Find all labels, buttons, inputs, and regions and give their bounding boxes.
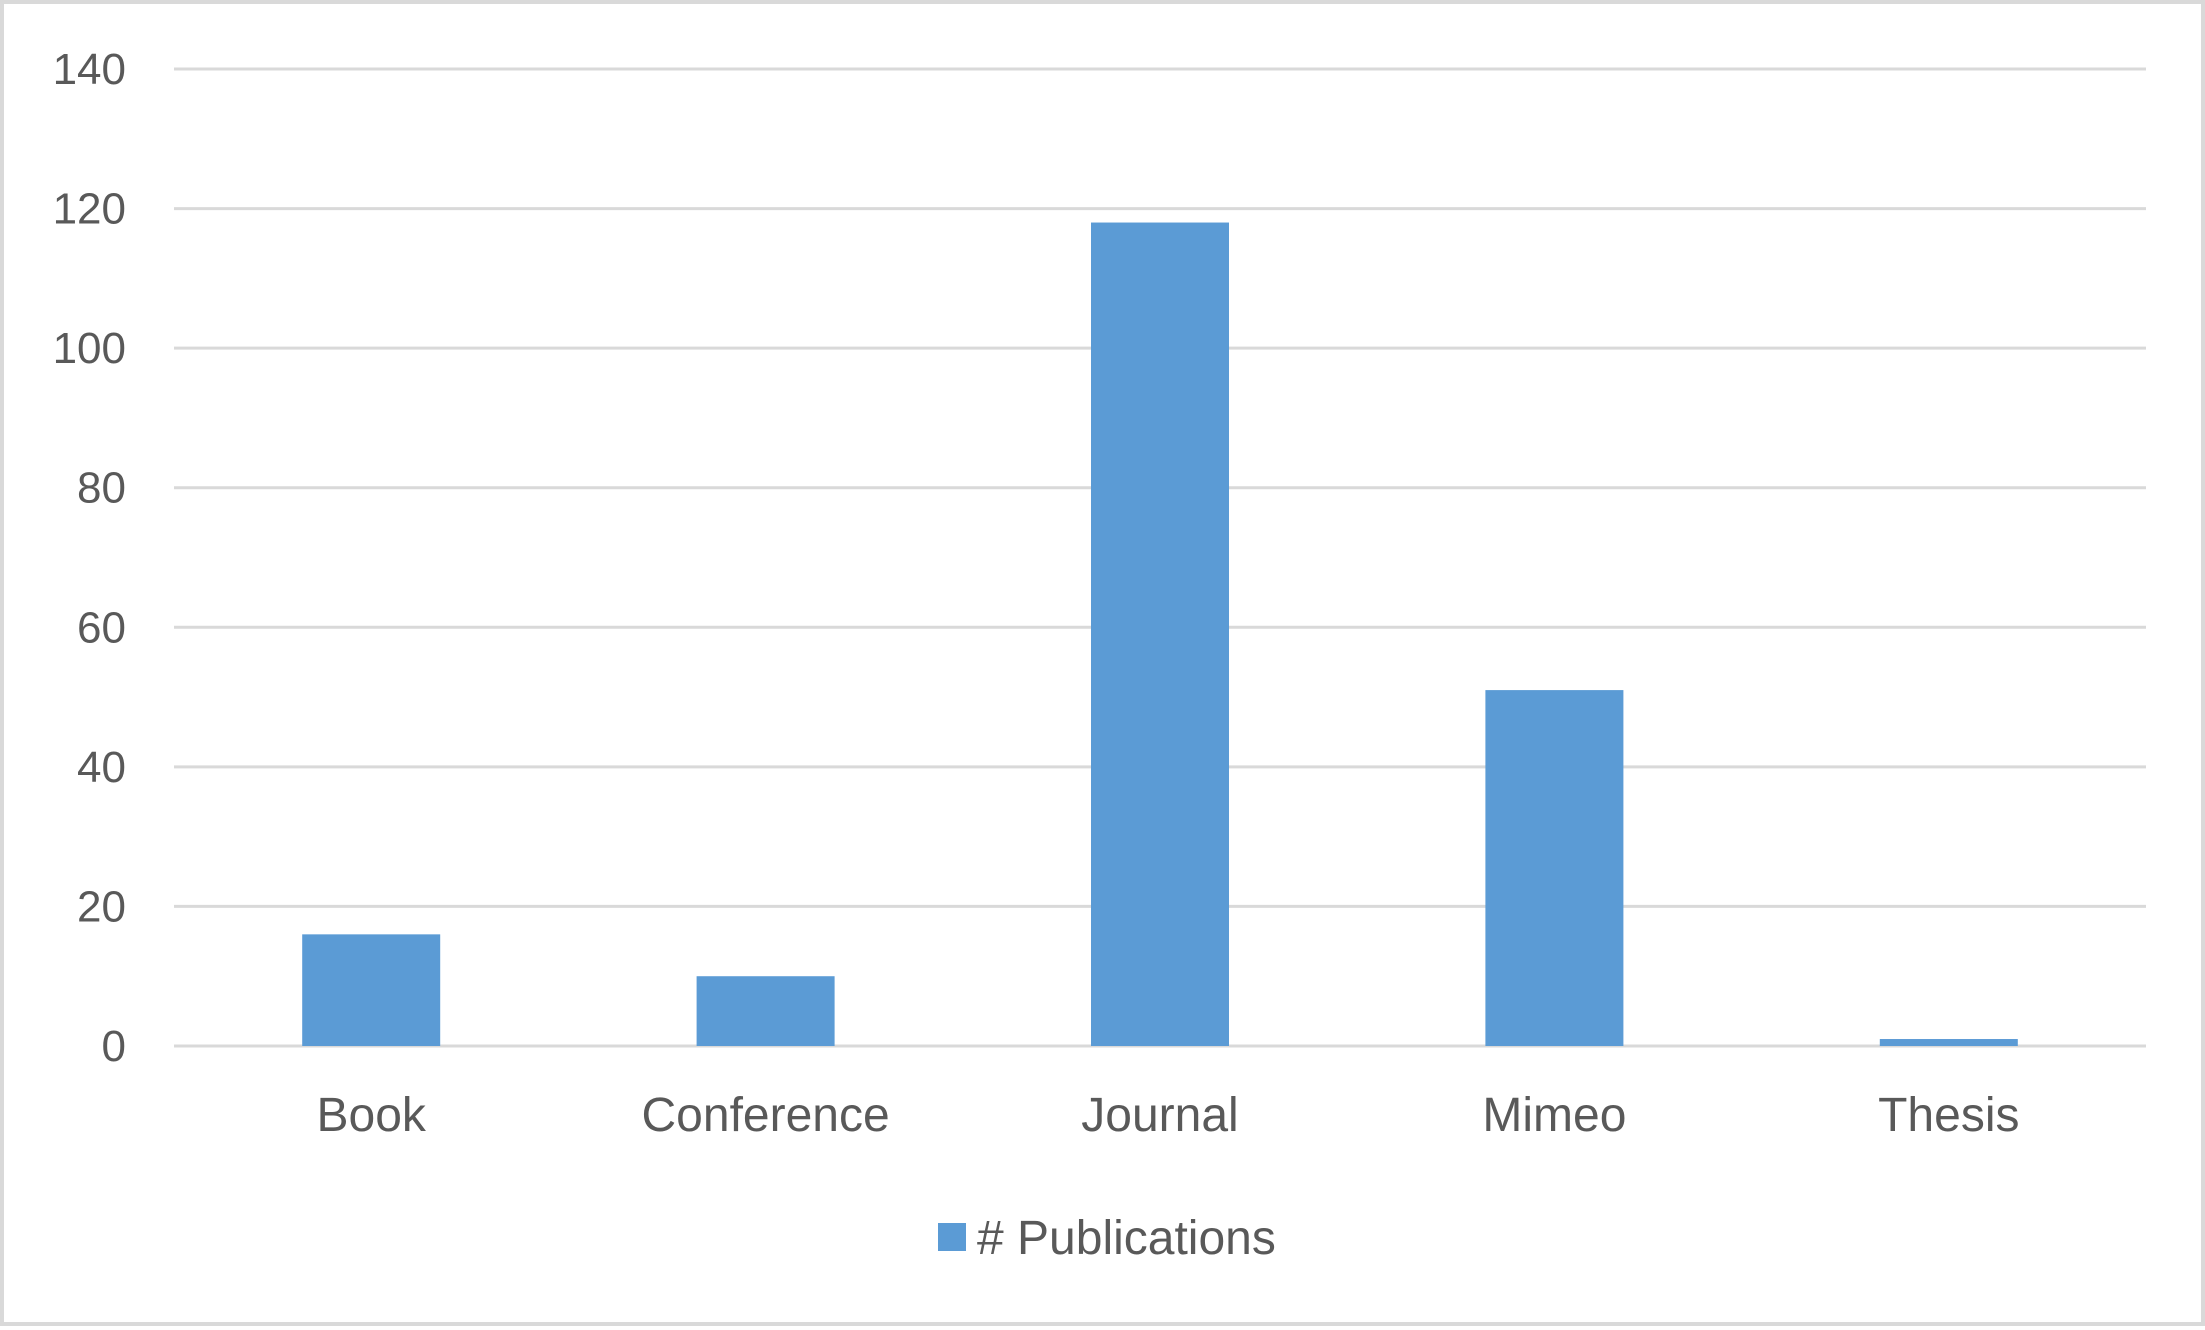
x-tick-label: Conference: [642, 1089, 890, 1142]
legend-swatch: [938, 1223, 966, 1251]
legend-label: # Publications: [977, 1212, 1276, 1265]
x-tick-label: Book: [316, 1089, 426, 1142]
y-tick-label: 40: [77, 743, 126, 792]
bar-book: [302, 934, 441, 1046]
x-tick-label: Thesis: [1878, 1089, 2019, 1142]
y-tick-label: 60: [77, 603, 126, 652]
y-tick-label: 80: [77, 464, 126, 513]
bar-journal: [1091, 222, 1229, 1046]
y-tick-label: 0: [102, 1022, 126, 1071]
bar-mimeo: [1485, 690, 1624, 1046]
x-tick-label: Journal: [1081, 1089, 1238, 1142]
y-tick-label: 120: [53, 185, 126, 234]
bars: [302, 222, 2018, 1046]
y-axis-ticks: 0 20 40 60 80 100 120 140: [53, 45, 126, 1071]
x-axis-labels: Book Conference Journal Mimeo Thesis: [316, 1089, 2019, 1142]
y-tick-label: 100: [53, 324, 126, 373]
x-tick-label: Mimeo: [1482, 1089, 1626, 1142]
bar-conference: [696, 976, 835, 1046]
y-tick-label: 140: [53, 45, 126, 94]
bar-thesis: [1879, 1039, 2018, 1046]
y-tick-label: 20: [77, 882, 126, 931]
legend: # Publications: [938, 1212, 1276, 1265]
bar-chart: 0 20 40 60 80 100 120 140 Book Conference Journal…: [53, 45, 2146, 1265]
